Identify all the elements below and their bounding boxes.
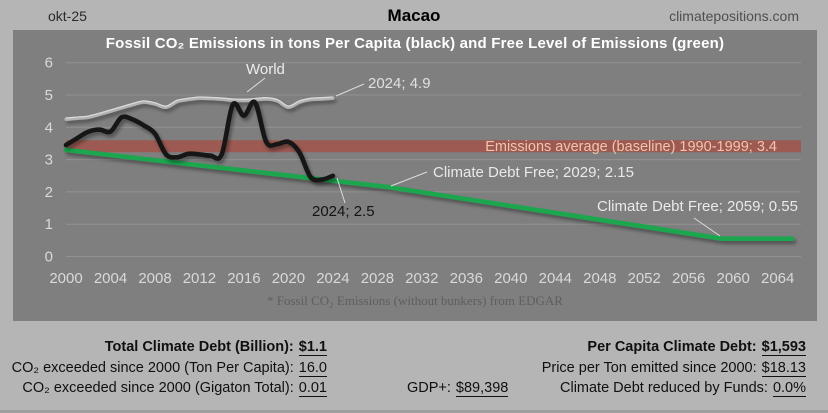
leader-line-world-2024 — [335, 83, 365, 97]
x-tick-label: 2004 — [94, 270, 127, 287]
annotation-world-label: World — [246, 61, 285, 78]
annotation-debt-free-2059: Climate Debt Free; 2059; 0.55 — [597, 198, 798, 215]
annotation-debt-free-2029: Climate Debt Free; 2029; 2.15 — [433, 164, 634, 181]
stat-label: GDP+: — [407, 380, 451, 396]
series-world — [64, 96, 335, 121]
stat-value: 0.01 — [298, 380, 327, 398]
stat-per-capita-climate-debt: Per Capita Climate Debt: $1,593 — [542, 337, 806, 358]
stat-label: Total Climate Debt (Billion): — [104, 339, 294, 355]
annotation-macao-2024: 2024; 2.5 — [312, 203, 375, 220]
stat-total-climate-debt: Total Climate Debt (Billion): $1.1 — [12, 337, 327, 358]
chart-title: Fossil CO₂ Emissions in tons Per Capita … — [105, 35, 725, 52]
y-tick-label: 4 — [45, 119, 53, 136]
stats-left: Total Climate Debt (Billion): $1.1 CO₂ ex… — [12, 337, 327, 399]
x-tick-label: 2028 — [361, 270, 394, 287]
x-tick-label: 2012 — [183, 270, 216, 287]
series-line-world — [64, 96, 335, 121]
series-line-free-level — [63, 147, 795, 241]
site-link[interactable]: climatepositions.com — [669, 8, 799, 24]
x-tick-label: 2008 — [138, 270, 171, 287]
stat-label: CO₂ exceeded since 2000 (Gigaton Total): — [22, 380, 294, 397]
stat-debt-reduced-by-funds: Climate Debt reduced by Funds: 0.0% — [542, 378, 806, 399]
annotation-world-2024: 2024; 4.9 — [368, 75, 431, 92]
y-tick-label: 5 — [45, 87, 53, 104]
leader-line-world-label — [246, 77, 266, 93]
stat-value: $1,593 — [761, 339, 806, 356]
gridlines — [66, 62, 801, 257]
x-tick-label: 2044 — [539, 270, 572, 287]
y-tick-label: 2 — [45, 184, 53, 201]
series-highlight-world — [65, 96, 333, 119]
emissions-plot: Emissions average (baseline) 1990-1999; … — [45, 55, 801, 287]
series-group — [63, 96, 795, 241]
page-title: Macao — [387, 6, 441, 25]
x-tick-label: 2040 — [494, 270, 527, 287]
stat-value: 0.0% — [772, 380, 806, 398]
baseline-band-label: Emissions average (baseline) 1990-1999; … — [485, 139, 777, 155]
x-tick-label: 2036 — [450, 270, 483, 287]
stat-price-per-ton: Price per Ton emitted since 2000: $18.13 — [542, 358, 806, 379]
x-tick-label: 2060 — [717, 270, 750, 287]
stat-co2-exceeded-gigaton: CO₂ exceeded since 2000 (Gigaton Total):… — [12, 378, 327, 399]
stat-value: $89,398 — [455, 380, 509, 397]
stat-label: Price per Ton emitted since 2000: — [541, 359, 757, 376]
stat-value: $1.1 — [298, 339, 327, 356]
chart-area: Fossil CO₂ Emissions in tons Per Capita … — [13, 30, 817, 321]
chart-footnote: * Fossil CO₂ Emissions (without bunkers)… — [267, 293, 563, 308]
stat-label: CO₂ exceeded since 2000 (Ton Per Capita)… — [11, 359, 294, 376]
stat-co2-exceeded-per-capita: CO₂ exceeded since 2000 (Ton Per Capita)… — [12, 358, 327, 379]
stat-gdp: GDP+: $89,398 — [407, 378, 509, 399]
annotations-group: World 2024; 4.9 2024; 2.5 Climate Debt Free… — [246, 61, 798, 237]
leader-line-debt-free-2029 — [390, 171, 428, 187]
stat-value: $18.13 — [761, 359, 806, 377]
x-tick-label: 2056 — [672, 270, 705, 287]
bottom-border — [0, 410, 828, 413]
stat-label: Climate Debt reduced by Funds: — [560, 380, 768, 397]
x-tick-label: 2016 — [227, 270, 260, 287]
y-tick-label: 1 — [45, 216, 53, 233]
x-tick-label: 2020 — [272, 270, 305, 287]
stats-right: Per Capita Climate Debt: $1,593 Price per… — [542, 337, 806, 399]
series-macao — [63, 99, 336, 183]
x-tick-label: 2064 — [761, 270, 794, 287]
baseline-band-group: Emissions average (baseline) 1990-1999; … — [66, 139, 801, 155]
y-tick-label: 0 — [45, 249, 53, 266]
header-date: okt-25 — [48, 8, 87, 24]
stat-value: 16.0 — [298, 359, 327, 377]
y-tick-label: 6 — [45, 55, 53, 72]
leader-line-debt-free-2059 — [693, 217, 721, 237]
baseline-band — [66, 140, 801, 153]
series-line-macao — [63, 99, 336, 183]
x-tick-label: 2032 — [405, 270, 438, 287]
x-tick-label: 2048 — [583, 270, 616, 287]
x-tick-label: 2024 — [316, 270, 349, 287]
series-free-level — [63, 147, 795, 241]
y-tick-label: 3 — [45, 152, 53, 169]
stat-label: Per Capita Climate Debt: — [587, 339, 757, 355]
x-tick-label: 2000 — [49, 270, 82, 287]
axis-ticks: 2000 2004 2008 2012 2016 2020 2024 2028 2032 2036… — [45, 55, 795, 287]
leader-line-macao-2024 — [336, 177, 346, 204]
x-tick-label: 2052 — [628, 270, 661, 287]
